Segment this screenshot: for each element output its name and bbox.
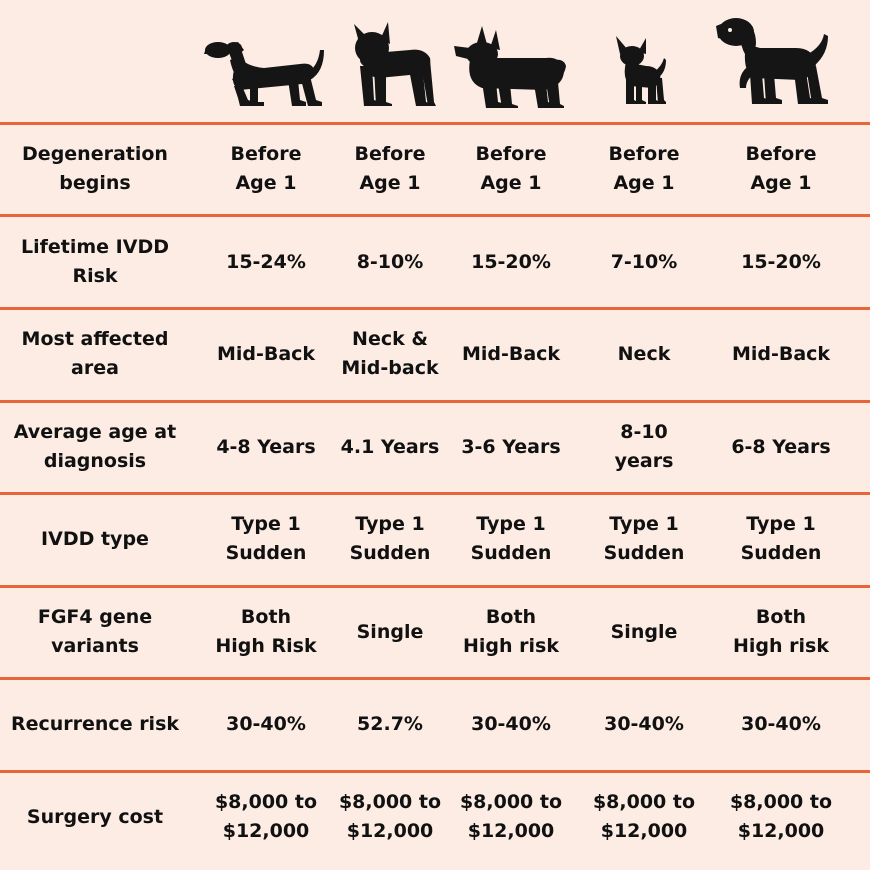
beagle-icon — [716, 18, 828, 104]
cell-beagle: Mid-Back — [731, 342, 831, 365]
row-label: FGF4 gene variants — [37, 606, 153, 657]
row-divider — [0, 307, 870, 310]
cell-beagle: 30-40% — [741, 712, 821, 735]
cell-chihuahua: Single — [610, 620, 678, 643]
cell-corgi: 3-6 Years — [461, 435, 561, 458]
cell-dachshund: 15-24% — [226, 250, 306, 273]
cell-beagle: $8,000 to $12,000 — [729, 791, 833, 842]
cell-dachshund: Both High Risk — [215, 606, 317, 657]
cell-beagle: Before Age 1 — [745, 143, 817, 194]
cell-corgi: Before Age 1 — [475, 143, 547, 194]
row-surgery-cost: Surgery cost $8,000 to $12,000 $8,000 to… — [0, 772, 870, 862]
cell-beagle: Both High risk — [733, 606, 829, 657]
row-label: Most affected area — [21, 328, 169, 379]
row-divider — [0, 770, 870, 773]
row-recurrence-risk: Recurrence risk 30-40% 52.7% 30-40% 30-4… — [0, 679, 870, 769]
chihuahua-icon — [616, 36, 666, 104]
cell-corgi: 30-40% — [471, 712, 551, 735]
row-divider — [0, 122, 870, 125]
cell-french-bulldog: 52.7% — [357, 712, 423, 735]
row-divider — [0, 492, 870, 495]
row-fgf4-gene-variants: FGF4 gene variants Both High Risk Single… — [0, 587, 870, 677]
row-average-age-at-diagnosis: Average age at diagnosis 4-8 Years 4.1 Y… — [0, 402, 870, 492]
cell-french-bulldog: 4.1 Years — [340, 435, 440, 458]
cell-corgi: Mid-Back — [461, 342, 561, 365]
cell-chihuahua: $8,000 to $12,000 — [592, 791, 696, 842]
cell-chihuahua: 7-10% — [610, 250, 678, 273]
cell-corgi: 15-20% — [471, 250, 551, 273]
french-bulldog-icon — [354, 22, 436, 106]
cell-french-bulldog: Before Age 1 — [354, 143, 426, 194]
cell-chihuahua: Neck — [617, 342, 671, 365]
cell-beagle: 6-8 Years — [731, 435, 831, 458]
cell-dachshund: 30-40% — [226, 712, 306, 735]
row-divider — [0, 400, 870, 403]
cell-beagle: 15-20% — [741, 250, 821, 273]
corgi-icon — [454, 26, 566, 108]
cell-corgi: $8,000 to $12,000 — [459, 791, 563, 842]
row-divider — [0, 214, 870, 217]
row-lifetime-ivdd-risk: Lifetime IVDD Risk 15-24% 8-10% 15-20% 7… — [0, 217, 870, 307]
cell-dachshund: 4-8 Years — [216, 435, 316, 458]
cell-beagle: Type 1 Sudden — [740, 513, 822, 564]
cell-dachshund: Type 1 Sudden — [225, 513, 307, 564]
cell-chihuahua: 8-10 years — [614, 421, 674, 472]
cell-dachshund: Before Age 1 — [230, 143, 302, 194]
cell-chihuahua: Type 1 Sudden — [603, 513, 685, 564]
cell-french-bulldog: 8-10% — [356, 250, 424, 273]
breed-header-row — [0, 0, 870, 122]
cell-corgi: Type 1 Sudden — [470, 513, 552, 564]
row-label: Degeneration begins — [22, 143, 168, 194]
cell-french-bulldog: $8,000 to $12,000 — [338, 791, 442, 842]
row-divider — [0, 585, 870, 588]
row-label: IVDD type — [41, 527, 149, 550]
dachshund-icon — [204, 42, 324, 106]
row-label: Average age at diagnosis — [13, 421, 177, 472]
row-label: Surgery cost — [26, 805, 164, 828]
row-divider — [0, 677, 870, 680]
cell-corgi: Both High risk — [463, 606, 559, 657]
cell-chihuahua: 30-40% — [604, 712, 684, 735]
cell-french-bulldog: Neck & Mid-back — [341, 328, 439, 379]
cell-dachshund: $8,000 to $12,000 — [214, 791, 318, 842]
cell-chihuahua: Before Age 1 — [608, 143, 680, 194]
row-label: Lifetime IVDD Risk — [21, 236, 169, 287]
row-label: Recurrence risk — [10, 712, 180, 735]
cell-french-bulldog: Single — [356, 620, 424, 643]
cell-french-bulldog: Type 1 Sudden — [349, 513, 431, 564]
cell-dachshund: Mid-Back — [216, 342, 316, 365]
row-most-affected-area: Most affected area Mid-Back Neck & Mid-b… — [0, 309, 870, 399]
row-ivdd-type: IVDD type Type 1 Sudden Type 1 Sudden Ty… — [0, 494, 870, 584]
row-degeneration-begins: Degeneration begins Before Age 1 Before … — [0, 124, 870, 214]
